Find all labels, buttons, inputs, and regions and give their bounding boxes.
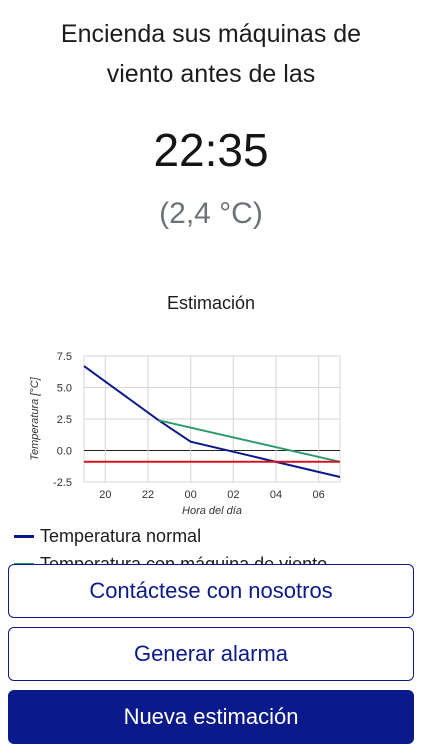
generate-alarm-button[interactable]: Generar alarma (8, 627, 414, 681)
deadline-time: 22:35 (153, 124, 269, 176)
contact-us-button[interactable]: Contáctese con nosotros (8, 564, 414, 618)
legend-swatch-normal (14, 534, 34, 538)
x-tick-label: 04 (270, 489, 282, 501)
x-tick-label: 06 (313, 489, 325, 501)
y-tick-label: 0.0 (57, 446, 72, 458)
instruction-line-2: viento antes de las (106, 60, 316, 88)
chart-legend: Temperatura normal Temperatura con máqui… (14, 522, 414, 564)
y-axis-label: Temperatura [°C] (29, 376, 41, 460)
x-tick-label: 02 (227, 489, 239, 501)
x-axis-label: Hora del día (182, 505, 242, 517)
new-estimate-button[interactable]: Nueva estimación (8, 690, 414, 744)
temperature-chart: -2.5 0.0 2.5 5.0 7.5 20 22 00 02 04 06 Hora del día… (29, 351, 341, 517)
y-tick-label: 2.5 (57, 414, 72, 426)
legend-label-wind-machine: Temperatura con máquina de viento (40, 553, 328, 565)
series-line-1 (158, 419, 341, 463)
legend-label-normal: Temperatura normal (40, 525, 202, 546)
x-tick-label: 20 (99, 489, 111, 501)
x-tick-label: 22 (142, 489, 154, 501)
instruction-message: Encienda sus máquinas de viento antes de… (0, 14, 422, 94)
y-tick-label: -2.5 (53, 477, 72, 489)
legend-item-wind-machine: Temperatura con máquina de viento (14, 550, 414, 564)
y-tick-label: 5.0 (57, 383, 72, 395)
y-tick-label: 7.5 (57, 351, 72, 363)
series-line-0 (83, 365, 341, 478)
legend-item-normal: Temperatura normal (14, 522, 414, 550)
deadline-temperature: (2,4 °C) (159, 197, 263, 230)
legend-swatch-wind-machine (14, 562, 34, 564)
instruction-line-1: Encienda sus máquinas de (60, 20, 362, 48)
estimate-title: Estimación (166, 293, 256, 313)
x-tick-label: 00 (185, 489, 197, 501)
